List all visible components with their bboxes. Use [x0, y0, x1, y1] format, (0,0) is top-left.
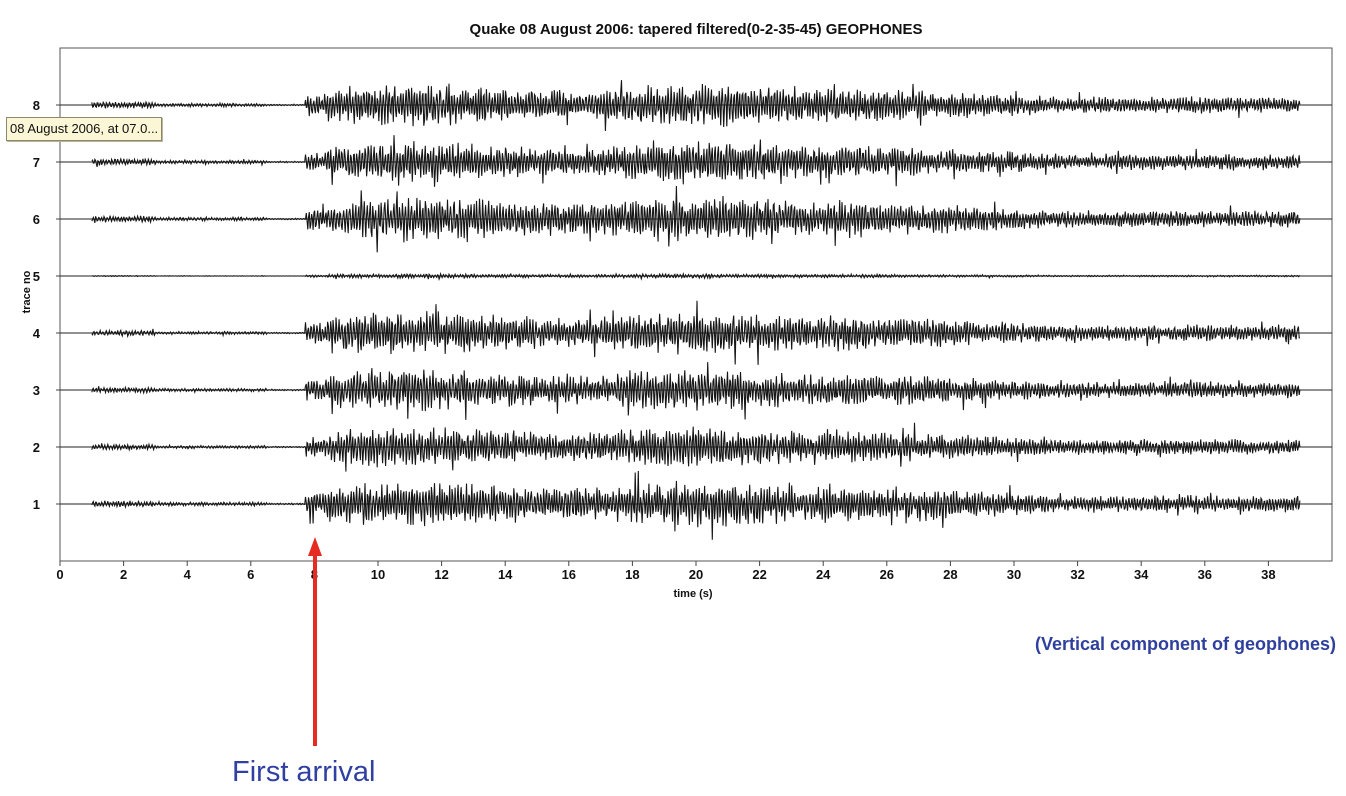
y-tick-label: 2 — [33, 440, 40, 455]
y-axis: 1 2 3 4 5 6 7 8 — [33, 98, 60, 512]
x-tick-label: 34 — [1134, 567, 1149, 582]
y-tick-label: 7 — [33, 155, 40, 170]
trace-line-3 — [91, 362, 1301, 420]
x-tick-label: 12 — [434, 567, 448, 582]
plot-frame — [59, 47, 1333, 562]
trace-group — [60, 80, 1332, 540]
trace-line-1 — [91, 470, 1301, 540]
trace-line-8 — [91, 80, 1301, 132]
y-axis-label: trace no — [21, 270, 33, 313]
trace-line-6 — [91, 185, 1301, 253]
x-tick-label: 14 — [498, 567, 513, 582]
trace-line-2 — [91, 422, 1301, 472]
x-tick-label: 0 — [56, 567, 63, 582]
trace-line-7 — [91, 135, 1301, 187]
tooltip: 08 August 2006, at 07.0... — [6, 117, 163, 141]
y-tick-label: 6 — [33, 212, 40, 227]
x-tick-label: 16 — [562, 567, 576, 582]
x-axis: 02468101214161820222426283032343638 — [56, 561, 1276, 582]
trace-line-4 — [91, 300, 1300, 365]
x-tick-label: 36 — [1198, 567, 1212, 582]
y-tick-label: 3 — [33, 383, 40, 398]
x-tick-label: 2 — [120, 567, 127, 582]
x-tick-label: 10 — [371, 567, 385, 582]
y-tick-label: 4 — [33, 326, 41, 341]
y-tick-label: 5 — [33, 269, 40, 284]
x-tick-label: 6 — [247, 567, 254, 582]
x-tick-label: 24 — [816, 567, 831, 582]
x-axis-label: time (s) — [673, 588, 712, 600]
x-tick-label: 22 — [752, 567, 766, 582]
first-arrival-arrow — [308, 537, 322, 746]
x-tick-label: 18 — [625, 567, 639, 582]
x-tick-label: 4 — [184, 567, 192, 582]
x-tick-label: 20 — [689, 567, 703, 582]
x-tick-label: 26 — [880, 567, 894, 582]
x-tick-label: 38 — [1261, 567, 1275, 582]
x-tick-label: 28 — [943, 567, 957, 582]
figure-caption: (Vertical component of geophones) — [1034, 634, 1336, 654]
chart-title: Quake 08 August 2006: tapered filtered(0… — [470, 21, 923, 38]
y-tick-label: 1 — [33, 497, 40, 512]
first-arrival-label: First arrival — [232, 756, 376, 788]
x-tick-label: 30 — [1007, 567, 1021, 582]
x-tick-label: 32 — [1070, 567, 1084, 582]
y-tick-label: 8 — [33, 98, 40, 113]
trace-line-5 — [91, 271, 1301, 281]
